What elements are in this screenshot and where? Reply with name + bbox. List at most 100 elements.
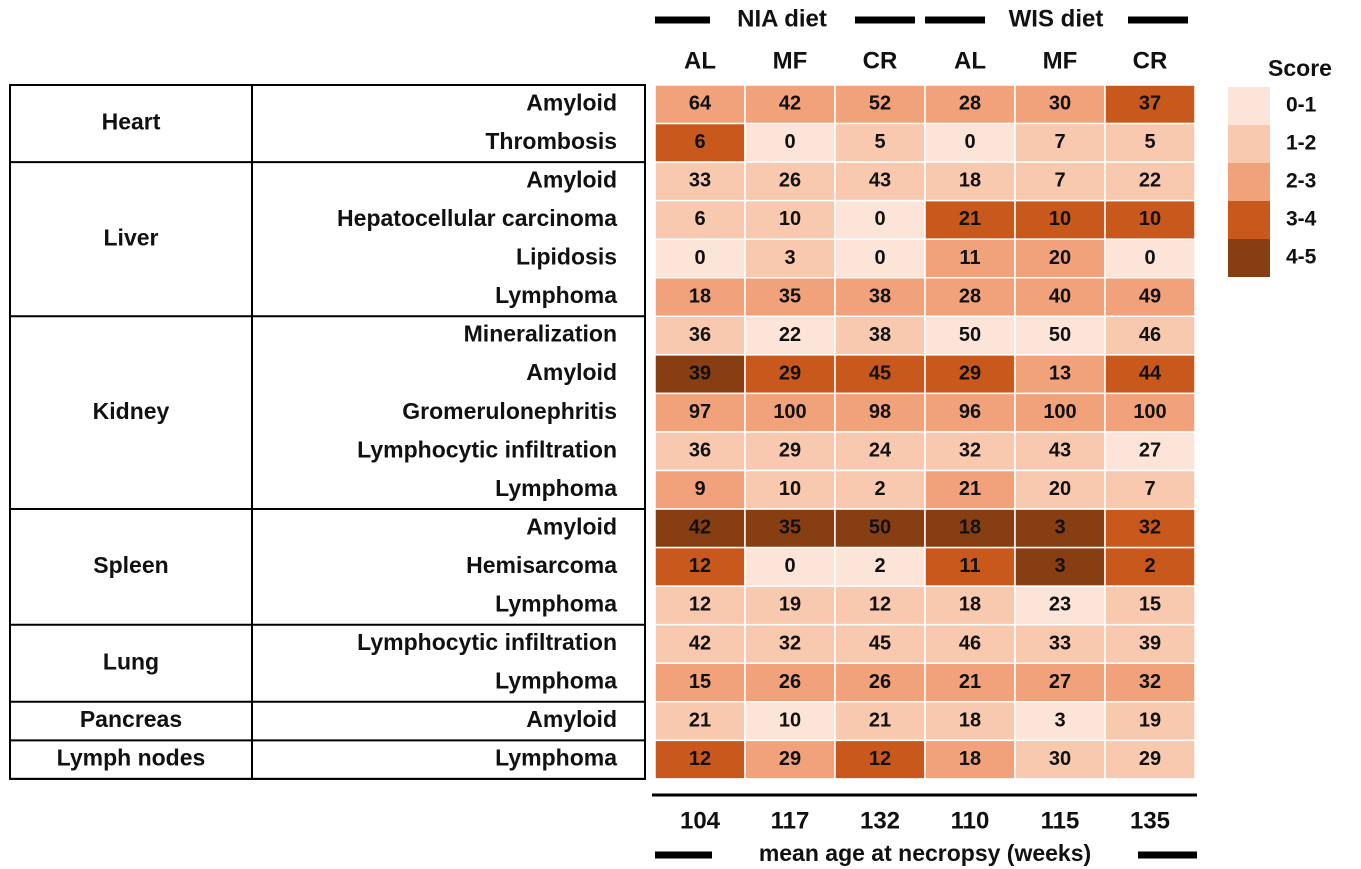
cell xyxy=(834,469,926,510)
cell-value: 12 xyxy=(869,594,891,616)
cell-value: 32 xyxy=(1139,517,1161,539)
cell-value: 29 xyxy=(779,440,801,462)
legend-swatch xyxy=(1228,125,1270,163)
cell-value: 12 xyxy=(689,555,711,577)
cell-value: 6 xyxy=(694,131,705,153)
mean-age: 115 xyxy=(1041,807,1080,834)
cell xyxy=(1104,392,1196,433)
cell-value: 10 xyxy=(1049,208,1071,230)
cell-value: 7 xyxy=(1054,131,1065,153)
cell xyxy=(834,354,926,395)
cell-value: 3 xyxy=(1054,555,1065,577)
lesion-label: Amyloid xyxy=(526,359,617,385)
cell-value: 46 xyxy=(959,632,981,654)
cell xyxy=(834,701,926,742)
cell-value: 29 xyxy=(1139,748,1161,770)
lesion-label: Amyloid xyxy=(526,706,617,732)
cell-value: 2 xyxy=(874,478,885,500)
cell xyxy=(924,701,1016,742)
cell-value: 44 xyxy=(1139,362,1162,384)
organ-label: Kidney xyxy=(93,398,170,424)
cell xyxy=(1104,431,1196,472)
cell-value: 3 xyxy=(784,247,795,269)
cell-value: 19 xyxy=(779,594,801,616)
cell-value: 11 xyxy=(959,247,980,269)
cell xyxy=(744,238,836,279)
cell xyxy=(834,585,926,626)
cell-value: 100 xyxy=(1133,401,1166,423)
cell-value: 12 xyxy=(689,748,711,770)
cell-value: 3 xyxy=(1054,517,1065,539)
cell-value: 18 xyxy=(959,709,981,731)
cell-value: 64 xyxy=(689,93,712,115)
organ-label: Lymph nodes xyxy=(57,745,206,771)
cell-value: 7 xyxy=(1144,478,1155,500)
cell xyxy=(654,199,746,240)
cell-value: 97 xyxy=(689,401,711,423)
cell-value: 18 xyxy=(959,517,981,539)
cell-value: 21 xyxy=(959,671,981,693)
cell-value: 50 xyxy=(959,324,981,346)
lesion-label: Lymphoma xyxy=(495,591,617,617)
group-label: NIA diet xyxy=(737,5,827,32)
cell xyxy=(1014,508,1106,549)
header-bars xyxy=(652,16,1197,859)
cell-value: 43 xyxy=(869,170,891,192)
cell xyxy=(1104,585,1196,626)
group-label: WIS diet xyxy=(1009,5,1104,32)
cell xyxy=(924,623,1016,665)
cell xyxy=(1104,739,1196,780)
cell-value: 23 xyxy=(1049,594,1071,616)
cell xyxy=(1014,238,1106,279)
cell-value: 43 xyxy=(1049,440,1071,462)
cell xyxy=(1014,623,1106,665)
cell-value: 28 xyxy=(959,93,981,115)
cell xyxy=(654,585,746,626)
lesion-label: Gromerulonephritis xyxy=(402,398,617,424)
cell-value: 42 xyxy=(689,517,711,539)
cell-value: 32 xyxy=(959,440,981,462)
cell-value: 38 xyxy=(869,285,891,307)
lesion-label: Hemisarcoma xyxy=(466,552,617,578)
column-label: CR xyxy=(863,47,898,74)
cell-value: 15 xyxy=(689,671,711,693)
cell-value: 42 xyxy=(779,93,801,115)
cell xyxy=(744,701,836,742)
cell xyxy=(924,161,1016,202)
cell xyxy=(924,469,1016,510)
cell-value: 36 xyxy=(689,324,711,346)
lesion-label: Amyloid xyxy=(526,89,617,115)
cell-value: 100 xyxy=(1043,401,1076,423)
cell xyxy=(1014,199,1106,240)
cell xyxy=(744,739,836,780)
cell-value: 35 xyxy=(779,285,801,307)
organ-label: Spleen xyxy=(93,552,168,578)
cell xyxy=(1014,392,1106,433)
column-label: AL xyxy=(954,47,986,74)
cell-value: 18 xyxy=(959,170,981,192)
cell xyxy=(1104,161,1196,202)
cell-value: 9 xyxy=(694,478,705,500)
organ-label: Lung xyxy=(103,648,159,674)
cell xyxy=(834,623,926,665)
cell xyxy=(744,199,836,240)
legend-label: 2-3 xyxy=(1286,170,1316,193)
column-label: MF xyxy=(773,47,808,74)
cell xyxy=(834,161,926,202)
cell-value: 29 xyxy=(779,748,801,770)
cell-value: 10 xyxy=(779,709,801,731)
cell-value: 6 xyxy=(694,208,705,230)
cell xyxy=(834,739,926,780)
cell-value: 22 xyxy=(1139,170,1161,192)
column-label: CR xyxy=(1133,47,1168,74)
organ-label: Pancreas xyxy=(80,706,182,732)
organ-label: Heart xyxy=(102,109,161,135)
cell-value: 22 xyxy=(779,324,801,346)
cell-value: 32 xyxy=(779,632,801,654)
mean-age: 104 xyxy=(680,807,721,834)
cell xyxy=(1014,122,1106,163)
cell xyxy=(834,392,926,433)
cell-value: 49 xyxy=(1139,285,1161,307)
cell xyxy=(1014,701,1106,742)
